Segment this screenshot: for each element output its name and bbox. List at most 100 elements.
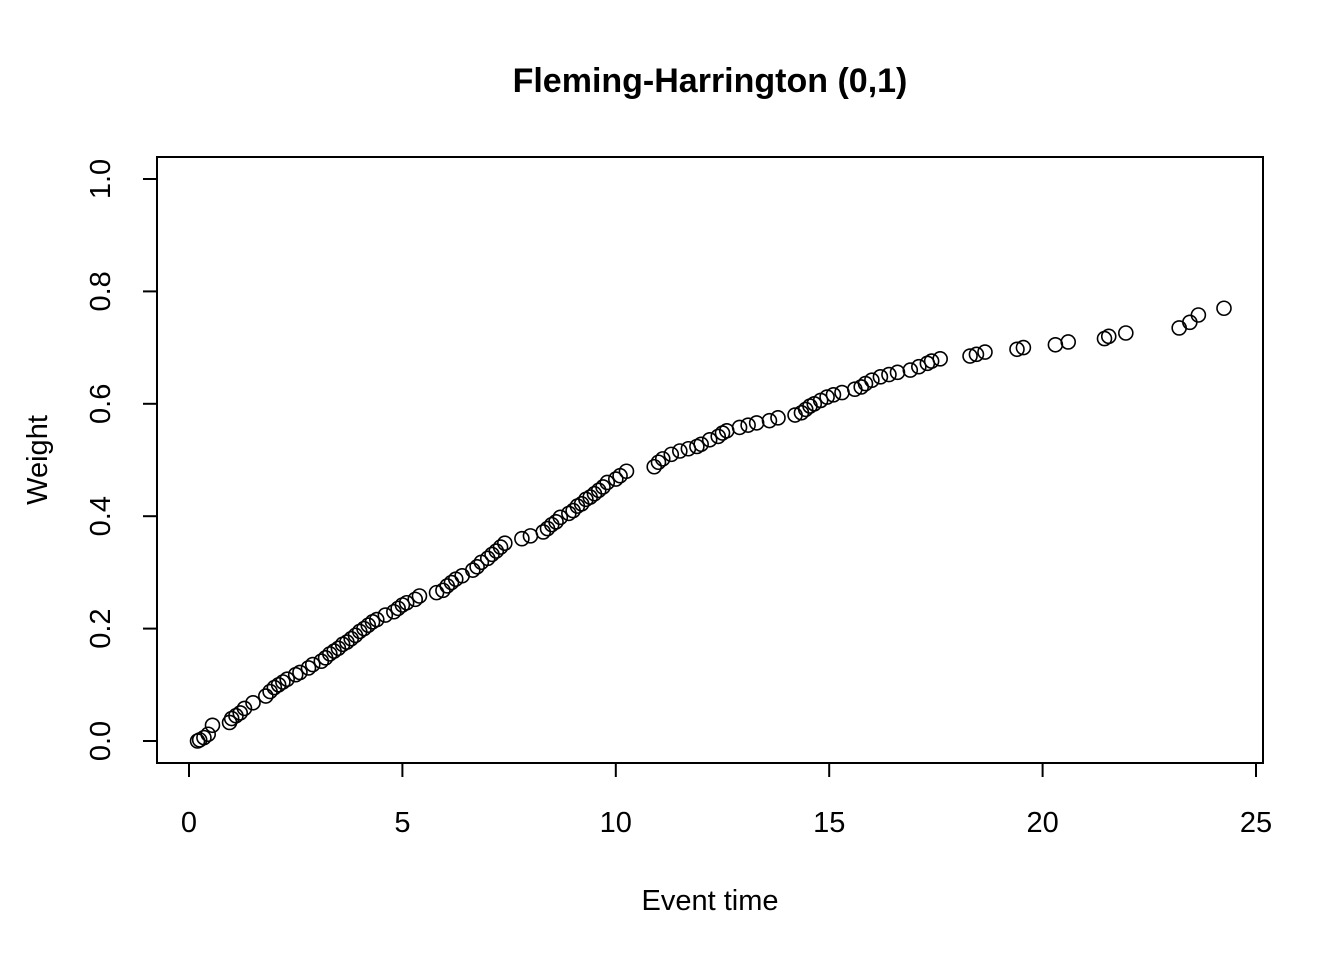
data-point [646, 458, 663, 475]
y-axis-label: Weight [22, 415, 54, 505]
data-point [607, 471, 624, 487]
data-point [204, 717, 221, 734]
data-point [740, 417, 756, 433]
data-point [968, 346, 985, 363]
data-point [770, 410, 786, 426]
data-point [672, 443, 688, 459]
data-point [488, 543, 505, 559]
data-point [368, 611, 385, 628]
data-point [701, 431, 718, 448]
data-point [819, 389, 835, 405]
y-tick-label: 0.6 [85, 384, 117, 424]
data-point [881, 366, 897, 383]
data-point [1009, 341, 1025, 358]
y-axis: 0.0 0.2 0.4 0.6 0.8 1.0 [85, 159, 158, 761]
data-point [552, 509, 569, 526]
data-point [407, 591, 424, 608]
data-point [435, 582, 451, 599]
data-point [911, 358, 927, 375]
data-point [245, 694, 261, 711]
data-point [514, 530, 530, 547]
data-point [902, 362, 919, 378]
data-point [266, 679, 283, 696]
data-point [663, 446, 680, 463]
data-point [797, 401, 814, 418]
x-tick-label: 10 [600, 807, 632, 839]
data-point [1182, 314, 1198, 331]
y-tick-label: 0.4 [85, 496, 117, 536]
data-point [497, 535, 513, 551]
data-point [200, 726, 217, 743]
data-point [1190, 307, 1207, 323]
x-tick-label: 20 [1026, 807, 1058, 839]
data-point [710, 428, 727, 445]
data-point [932, 351, 948, 367]
data-point [469, 558, 485, 575]
data-point [1216, 300, 1232, 317]
data-point [1118, 325, 1134, 341]
data-point [377, 607, 394, 623]
data-point [889, 364, 906, 381]
data-point [398, 594, 415, 611]
data-point [590, 482, 607, 499]
data-point [923, 353, 940, 369]
data-point [595, 479, 611, 495]
chart-title: Fleming-Harrington (0,1) [513, 62, 908, 100]
data-point [522, 528, 539, 544]
y-tick-label: 0.8 [85, 271, 117, 311]
data-point [731, 419, 748, 436]
data-point [977, 344, 993, 360]
data-point [443, 574, 460, 591]
x-tick-label: 5 [394, 807, 410, 839]
data-point [484, 546, 500, 563]
x-axis-label: Event time [642, 885, 779, 917]
y-tick-label: 0.0 [85, 721, 117, 761]
data-point [1015, 339, 1032, 356]
data-point [761, 412, 778, 429]
data-point [864, 372, 880, 388]
x-tick-label: 15 [813, 807, 845, 839]
data-point [962, 348, 978, 364]
data-point [465, 562, 481, 578]
data-point [322, 646, 338, 662]
data-point [872, 369, 889, 385]
data-point [1047, 336, 1064, 353]
data-point [535, 524, 552, 540]
data-point [232, 705, 249, 721]
data-point [313, 653, 330, 669]
data-point [680, 440, 697, 457]
data-point [304, 656, 321, 673]
data-point [618, 463, 635, 480]
data-point [748, 415, 765, 431]
data-point [654, 451, 671, 467]
y-tick-label: 0.2 [85, 608, 117, 648]
x-tick-label: 0 [181, 807, 197, 839]
data-points [189, 300, 1232, 749]
data-point [548, 514, 564, 530]
data-point [236, 700, 253, 717]
data-point [360, 617, 377, 634]
data-point [599, 474, 616, 491]
x-tick-label: 25 [1240, 807, 1272, 839]
plot-frame [156, 156, 1264, 764]
y-tick-label: 1.0 [85, 159, 117, 199]
x-axis: 0 5 10 15 20 25 [181, 762, 1272, 839]
data-point [650, 454, 667, 471]
data-point [390, 600, 406, 617]
data-point [1171, 320, 1187, 336]
data-point [834, 384, 850, 401]
data-point [223, 710, 240, 727]
data-point [270, 676, 287, 693]
data-point [300, 660, 317, 676]
data-point [693, 436, 709, 453]
data-point [492, 539, 509, 555]
data-point [292, 664, 308, 681]
data-point [411, 588, 428, 604]
data-point [196, 729, 212, 746]
data-point [279, 671, 295, 687]
data-point [275, 674, 291, 690]
data-point [825, 387, 842, 403]
data-point [1100, 328, 1117, 345]
data-point [258, 688, 274, 704]
